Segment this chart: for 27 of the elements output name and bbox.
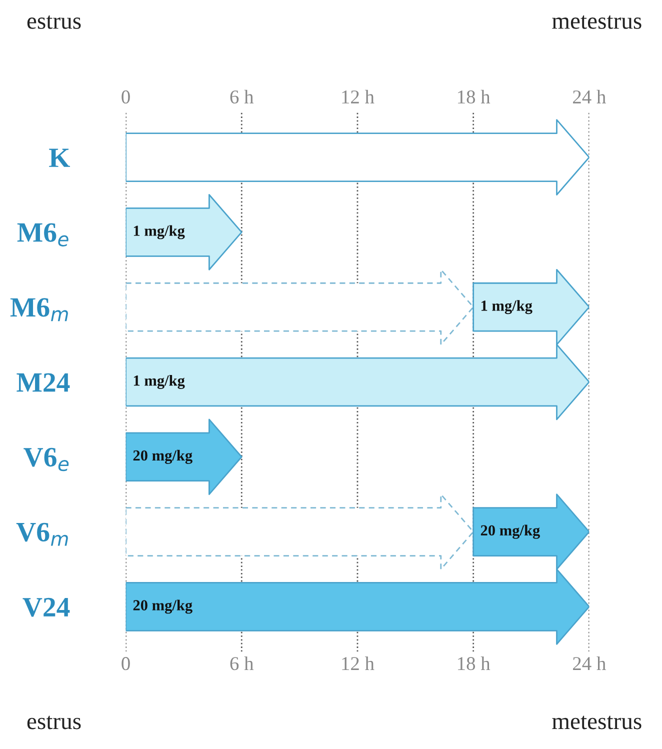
x-tick-label: 6 h [230, 656, 254, 670]
text: estrus [27, 716, 81, 730]
x-tick-label: 12 h [342, 656, 374, 670]
y-tick-label: M6$_{e}$ [17, 223, 68, 246]
text: metestrus [552, 716, 642, 730]
y-tick-label: K [49, 148, 70, 167]
annotation: 1 mg/kg [134, 375, 185, 389]
annotation: 1 mg/kg [134, 225, 185, 240]
annotation: 1 mg/kg [482, 300, 532, 314]
x2-tick-label: 0 [122, 90, 130, 104]
y-tick-label: V6$_{m}$ [16, 522, 68, 546]
y-tick-label: M24 [16, 373, 70, 392]
text: metestrus [552, 15, 642, 29]
text: estrus [27, 15, 81, 29]
x2-tick-label: 12 h [342, 90, 374, 104]
y-tick-label: M6$_{m}$ [10, 298, 68, 322]
annotation: 20 mg/kg [133, 600, 192, 614]
x-tick-label: 24 h [573, 656, 606, 670]
annotation: 20 mg/kg [133, 450, 192, 464]
x2-tick-label: 18 h [458, 90, 490, 104]
x2-tick-label: 6 h [230, 90, 254, 104]
y-tick-label: V6$_{e}$ [24, 448, 69, 472]
annotation: 20 mg/kg [480, 524, 540, 539]
y-tick-label: V24 [22, 598, 70, 617]
x2-tick-label: 24 h [573, 90, 606, 104]
x-tick-label: 18 h [458, 656, 490, 670]
x-tick-label: 0 [122, 657, 130, 670]
